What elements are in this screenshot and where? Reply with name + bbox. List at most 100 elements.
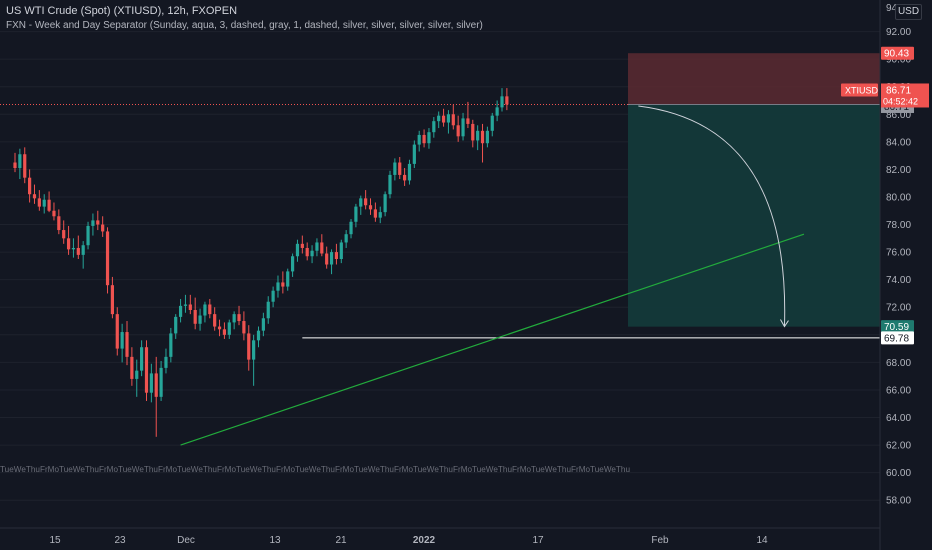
take-profit-zone[interactable] bbox=[628, 104, 880, 327]
symbol-badge: XTIUSD bbox=[845, 85, 879, 95]
candle-body bbox=[471, 123, 475, 141]
time-tick-label: 2022 bbox=[413, 535, 436, 546]
candle-body bbox=[23, 154, 27, 178]
price-tick-label: 64.00 bbox=[886, 413, 911, 424]
candle-body bbox=[86, 225, 90, 246]
price-axis[interactable]: 58.0060.0062.0064.0066.0068.0070.0072.00… bbox=[879, 0, 932, 550]
candle-body bbox=[101, 224, 105, 232]
candle-body bbox=[480, 130, 485, 144]
candle-body bbox=[388, 174, 392, 195]
candle-body bbox=[164, 356, 168, 368]
price-tick-label: 58.00 bbox=[886, 496, 911, 507]
candle-body bbox=[310, 250, 314, 257]
currency-button[interactable]: USD bbox=[895, 4, 922, 20]
candle-body bbox=[485, 130, 489, 144]
candle-body bbox=[271, 290, 275, 302]
candle-body bbox=[57, 216, 61, 231]
price-tick-label: 78.00 bbox=[886, 220, 911, 231]
time-axis[interactable]: 15 23 Dec 13 21 2022 17 Feb 14 bbox=[0, 527, 880, 546]
stop-price-label-background bbox=[881, 46, 914, 60]
candle-body bbox=[407, 163, 412, 181]
candle-body bbox=[47, 199, 51, 211]
candle-body bbox=[476, 130, 480, 141]
ascending-trendline[interactable] bbox=[180, 233, 805, 446]
candle-body bbox=[247, 333, 251, 360]
candle-body bbox=[66, 238, 71, 250]
candle-body bbox=[432, 121, 436, 133]
candle-body bbox=[37, 198, 41, 207]
level-price-label-background bbox=[881, 331, 914, 345]
price-tick-label: 60.00 bbox=[886, 468, 911, 479]
candle-body bbox=[427, 132, 431, 144]
candle-body bbox=[81, 245, 85, 255]
candle-body bbox=[28, 177, 32, 195]
candle-body bbox=[183, 304, 188, 306]
candle-body bbox=[222, 329, 227, 335]
candle-body bbox=[232, 314, 236, 323]
candle-body bbox=[213, 314, 217, 327]
candle-body bbox=[149, 373, 153, 393]
candle-body bbox=[266, 301, 270, 319]
price-tick-label: 76.00 bbox=[886, 248, 911, 259]
last-price-value: 86.71 bbox=[886, 85, 911, 96]
candle-body bbox=[281, 282, 285, 287]
candle-body bbox=[169, 333, 173, 357]
price-tick-label: 90.00 bbox=[886, 55, 911, 66]
time-tick-label: Feb bbox=[651, 535, 669, 546]
candle-body bbox=[174, 316, 178, 334]
projection-arrow[interactable] bbox=[638, 105, 786, 327]
candle-body bbox=[393, 162, 397, 175]
price-tick-label: 72.00 bbox=[886, 303, 911, 314]
candle-body bbox=[198, 315, 202, 324]
price-tick-label: 68.00 bbox=[886, 358, 911, 369]
candle-body bbox=[403, 174, 407, 181]
candle-body bbox=[140, 347, 144, 371]
candle-body bbox=[422, 134, 426, 144]
stop-price-label: 90.43 bbox=[884, 49, 909, 60]
candle-body bbox=[159, 367, 163, 397]
price-tick-label: 86.00 bbox=[886, 110, 911, 121]
candle-body bbox=[135, 370, 139, 379]
chart-title[interactable]: US WTI Crude (Spot) (XTIUSD), 12h, FXOPE… bbox=[6, 5, 238, 17]
candle-body bbox=[13, 162, 17, 169]
price-tick-label: 74.00 bbox=[886, 275, 911, 286]
candle-body bbox=[125, 332, 129, 357]
candle-body bbox=[276, 282, 280, 291]
candle-body bbox=[18, 154, 22, 169]
candle-body bbox=[383, 194, 387, 213]
candle-body bbox=[32, 194, 37, 199]
candle-body bbox=[368, 205, 373, 210]
candle-body bbox=[144, 347, 149, 393]
candle-body bbox=[290, 256, 295, 272]
price-tick-label: 82.00 bbox=[886, 165, 911, 176]
last-price-badge-background bbox=[881, 83, 929, 108]
candle-body bbox=[417, 134, 421, 145]
candle-body bbox=[227, 322, 231, 335]
candle-body bbox=[398, 162, 402, 175]
candle-body bbox=[305, 247, 309, 257]
candle-body bbox=[378, 212, 382, 218]
level-price-label: 69.78 bbox=[884, 333, 909, 344]
candle-body bbox=[203, 304, 207, 316]
candle-body bbox=[154, 373, 158, 397]
candle-body bbox=[256, 330, 261, 341]
symbol-badge-background bbox=[841, 83, 878, 97]
candle-body bbox=[505, 96, 509, 105]
candle-body bbox=[325, 253, 329, 265]
candle-body bbox=[52, 210, 56, 217]
candle-body bbox=[461, 118, 465, 137]
indicator-legend[interactable]: FXN - Week and Day Separator (Sunday, aq… bbox=[6, 20, 483, 31]
candle-body bbox=[456, 125, 460, 137]
price-tick-partial: 94 bbox=[886, 3, 898, 14]
candle-body bbox=[466, 118, 470, 124]
price-tick-label: 80.00 bbox=[886, 192, 911, 203]
arrow-head-icon bbox=[780, 319, 789, 328]
candle-body bbox=[96, 220, 100, 225]
candle-body bbox=[437, 115, 441, 122]
candle-body bbox=[300, 243, 304, 248]
bar-countdown: 04:52:42 bbox=[883, 96, 918, 106]
stop-loss-zone[interactable] bbox=[628, 53, 880, 105]
time-tick-label: Dec bbox=[177, 535, 195, 546]
